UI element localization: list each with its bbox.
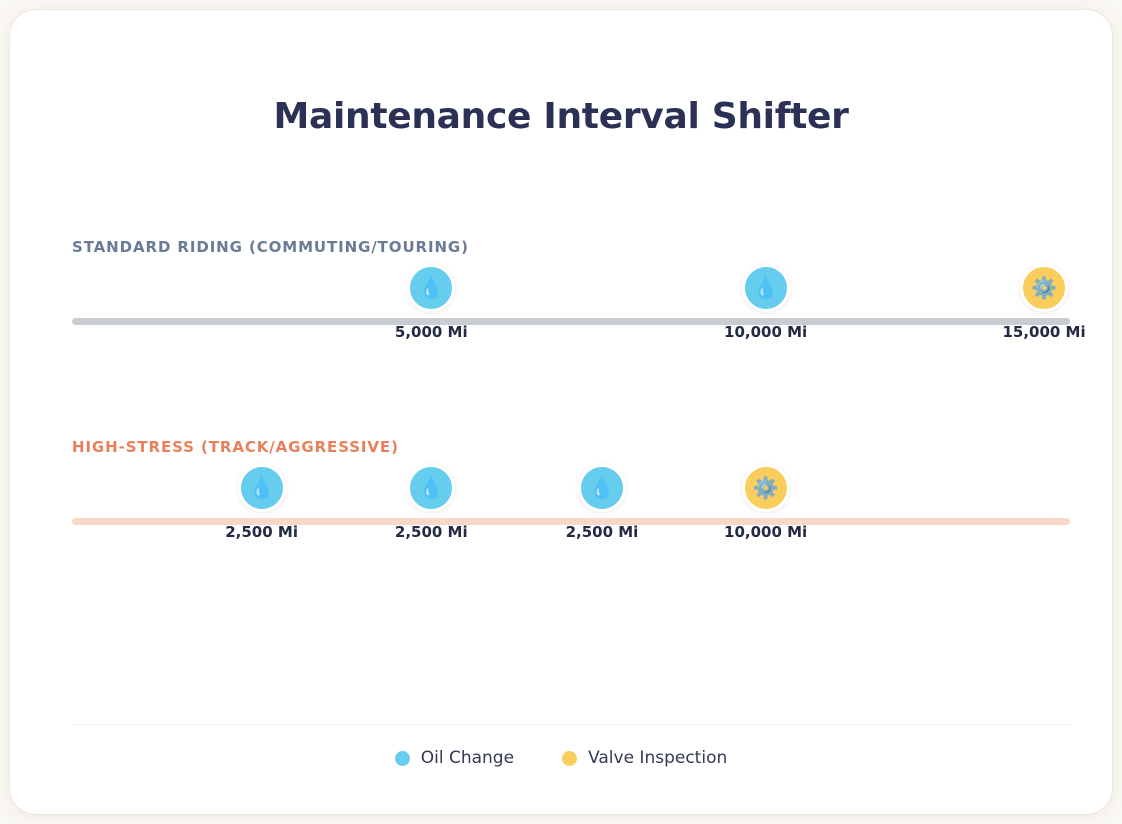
marker-label: 5,000 Mi	[394, 323, 468, 341]
droplet-icon[interactable]: 💧	[237, 464, 286, 512]
legend-label: Oil Change	[420, 748, 515, 768]
legend-swatch-valve	[562, 750, 578, 766]
droplet-icon[interactable]: 💧	[577, 464, 626, 512]
marker-label: 10,000 Mi	[724, 523, 808, 541]
marker-label: 2,500 Mi	[565, 523, 639, 541]
chart-legend: Oil Change Valve Inspection	[10, 748, 1112, 768]
marker-label: 10,000 Mi	[724, 323, 808, 341]
droplet-icon[interactable]: 💧	[407, 464, 456, 512]
legend-label: Valve Inspection	[588, 748, 728, 768]
track-bar-standard	[72, 318, 1070, 325]
chart-card: Maintenance Interval Shifter STANDARD RI…	[10, 10, 1112, 814]
droplet-icon[interactable]: 💧	[407, 264, 456, 312]
droplet-icon[interactable]: 💧	[741, 264, 790, 312]
footer-divider	[72, 724, 1072, 725]
gear-icon[interactable]: ⚙️	[1020, 264, 1069, 312]
legend-swatch-oil	[394, 750, 410, 766]
track-bar-high-stress	[72, 518, 1070, 525]
marker-label: 15,000 Mi	[1002, 323, 1086, 341]
legend-item-valve[interactable]: Valve Inspection	[562, 748, 727, 768]
marker-label: 2,500 Mi	[225, 523, 298, 541]
track-label-standard: STANDARD RIDING (COMMUTING/TOURING)	[72, 238, 469, 256]
page-title: Maintenance Interval Shifter	[273, 96, 849, 137]
legend-item-oil[interactable]: Oil Change	[394, 748, 515, 768]
marker-label: 2,500 Mi	[394, 523, 468, 541]
track-label-high-stress: HIGH-STRESS (TRACK/AGGRESSIVE)	[72, 438, 399, 456]
gear-icon[interactable]: ⚙️	[741, 464, 790, 512]
